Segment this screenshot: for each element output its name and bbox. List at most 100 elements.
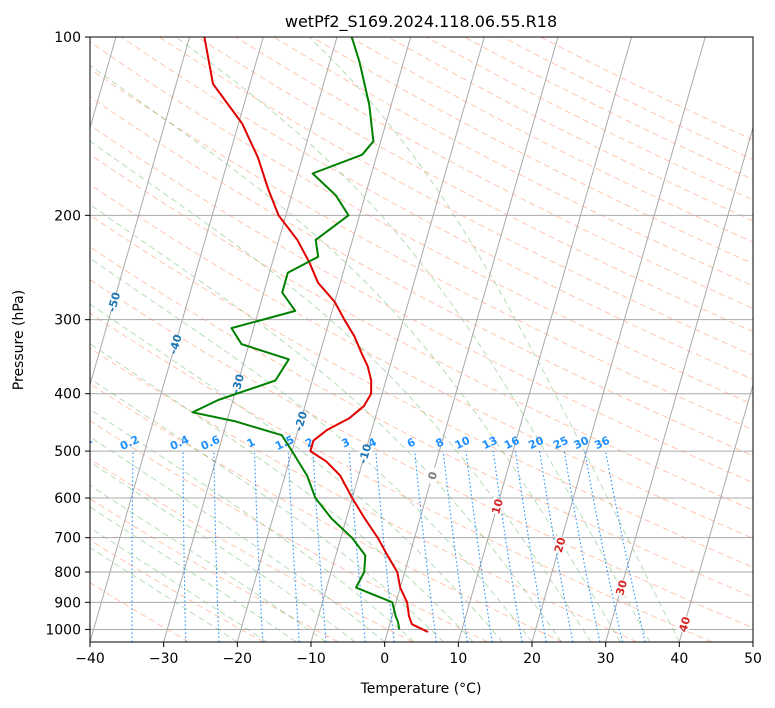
isotherm-label-bg	[167, 334, 184, 354]
dry-adiabat	[158, 37, 753, 356]
dry-adiabat	[90, 214, 753, 568]
dewpoint-profile-line	[191, 37, 401, 630]
mixing-ratio-label: 16	[502, 434, 522, 452]
isotherm-line	[457, 37, 633, 642]
dry-adiabat	[90, 539, 264, 642]
y-tick-label: 400	[54, 387, 81, 403]
isotherm-label: 30	[613, 578, 630, 597]
mixing-ratio-label: 10	[453, 434, 473, 452]
isotherm-line	[605, 125, 753, 642]
moist-adiabat	[90, 547, 238, 642]
dry-adiabat	[464, 37, 753, 181]
mixing-ratio-line	[514, 451, 547, 642]
mixing-ratio-label: 0.2	[118, 433, 141, 453]
isotherm-label-bg	[356, 444, 373, 464]
mixing-ratio-line	[414, 451, 437, 642]
y-tick-label: 600	[54, 491, 81, 507]
moist-adiabat	[308, 37, 680, 642]
dry-adiabat	[273, 37, 753, 287]
y-tick-label: 800	[54, 565, 81, 581]
isotherm-line	[678, 383, 753, 642]
moist-adiabat	[90, 527, 268, 642]
chart-title: wetPf2_S169.2024.118.06.55.R18	[285, 12, 557, 32]
mixing-ratio-label: 8	[434, 435, 446, 450]
dry-adiabat	[540, 37, 753, 141]
isotherm-label: 10	[489, 497, 506, 516]
moist-adiabat	[90, 343, 474, 642]
x-tick-label: 40	[670, 651, 688, 667]
mixing-ratio-line	[82, 451, 86, 642]
dry-adiabat	[90, 458, 414, 642]
isotherm-label-bg	[0, 199, 1, 218]
isotherm-line	[163, 37, 338, 642]
y-tick-label: 300	[54, 313, 81, 329]
dry-adiabat	[90, 420, 488, 642]
moist-adiabat	[90, 461, 356, 642]
mixing-ratio-label: 1	[245, 435, 257, 450]
y-tick-label: 1000	[45, 622, 81, 638]
moist-adiabat	[90, 303, 503, 642]
dry-adiabat	[90, 68, 753, 431]
isotherm-line	[384, 37, 559, 642]
y-axis-label: Pressure (hPa)	[11, 290, 27, 390]
temperature-profile-line	[203, 37, 429, 633]
moist-adiabat	[90, 408, 415, 642]
x-tick-label: −30	[149, 651, 179, 667]
isotherm-label: 20	[552, 536, 569, 555]
isotherm-label: 40	[677, 615, 694, 634]
x-tick-label: 50	[744, 651, 762, 667]
isotherm-label-bg	[45, 247, 61, 266]
mixing-ratio-label: 0.4	[168, 433, 191, 453]
mixing-ratio-label: 30	[572, 434, 592, 452]
isotherm-label: -50	[105, 290, 123, 313]
mixing-ratio-line	[348, 451, 366, 642]
moist-adiabat	[175, 37, 651, 642]
x-tick-label: 10	[449, 651, 467, 667]
mixing-ratio-line	[465, 451, 493, 642]
isotherm-label-bg	[613, 578, 630, 597]
y-tick-label: 900	[54, 595, 81, 611]
isotherm-label: -70	[0, 197, 3, 220]
dry-adiabat	[120, 37, 753, 381]
mixing-ratio-line	[213, 451, 220, 642]
mixing-ratio-line	[563, 451, 601, 642]
dry-adiabat	[90, 124, 753, 484]
isotherm-label-bg	[676, 614, 693, 634]
mixing-ratio-label: 0.1	[71, 433, 94, 453]
plot-frame	[89, 36, 754, 643]
isotherm-line	[310, 37, 485, 642]
isotherm-label-bg	[292, 411, 309, 431]
isotherm-label-bg	[424, 466, 441, 485]
mixing-ratio-line	[584, 451, 623, 642]
moist-adiabat	[90, 506, 297, 642]
moist-adiabat	[90, 257, 533, 642]
dry-adiabat	[90, 347, 638, 642]
moist-adiabat	[90, 140, 592, 642]
moist-adiabat	[90, 64, 621, 642]
moist-adiabat	[90, 377, 444, 642]
mixing-ratio-label: 3	[340, 435, 352, 450]
isotherm-label: -30	[229, 372, 247, 395]
isotherm-label: -10	[356, 442, 374, 465]
y-tick-label: 500	[54, 444, 81, 460]
mixing-ratio-line	[492, 451, 523, 642]
y-tick-label: 700	[54, 531, 81, 547]
dry-adiabat	[90, 96, 753, 457]
isotherm-label-bg	[551, 535, 568, 555]
mixing-ratio-label: 36	[592, 434, 612, 452]
x-tick-label: 30	[597, 651, 615, 667]
isotherm-line	[752, 640, 753, 642]
x-axis-label: Temperature (°C)	[360, 681, 482, 697]
y-tick-label: 100	[54, 30, 81, 46]
isotherm-label: -60	[44, 245, 62, 268]
dry-adiabat	[90, 279, 753, 629]
dry-adiabat	[235, 37, 753, 310]
x-tick-label: −40	[75, 651, 105, 667]
y-tick-label: 200	[54, 208, 81, 224]
dry-adiabat	[90, 246, 753, 598]
isotherm-label-bg	[229, 374, 246, 394]
mixing-ratio-label: 6	[405, 435, 418, 450]
moist-adiabat	[90, 484, 326, 642]
x-tick-label: −20	[223, 651, 253, 667]
